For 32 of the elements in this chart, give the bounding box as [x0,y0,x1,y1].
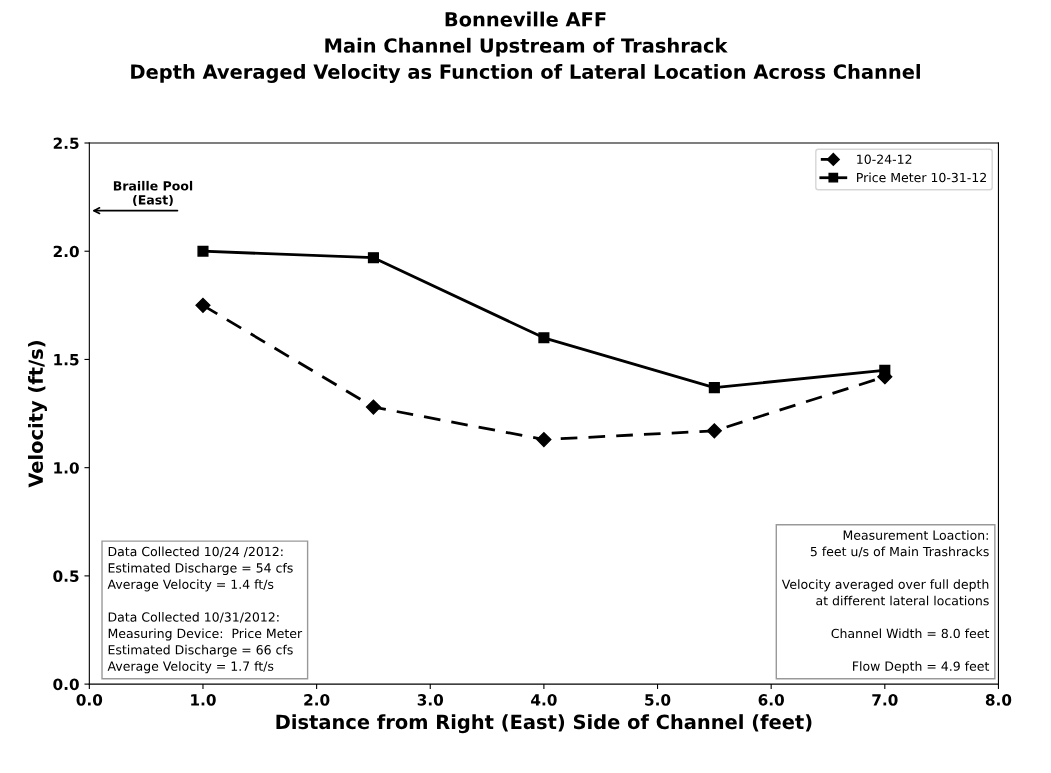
text: Data Collected 10/24 /2012: Estimated Discharge = 54 cfs Average Velocity = 1.4 ft/s Data Collected 10/31/2012: Measuring Device: Price Meter Estimated Discharge = 66 cfs Average Velocity = 1.7 ft/s [107,546,303,674]
y-tick-label: 1.0 [54,462,79,474]
legend-label: 10-24-12 [857,154,912,164]
point [195,297,211,313]
x-tick-label: 6.0 [758,694,784,706]
y-tick-label: 0.5 [53,570,79,582]
y-tick-label: 2.0 [53,245,79,258]
point [708,382,720,394]
text: Measurement Loaction: 5 feet u/s of Main Trashracks Velocity averaged over full depth at different lateral locations Channel Width = 8.0 feet Flow Depth = 4.9 feet [781,530,990,674]
x-tick-label: 4.0 [531,694,557,706]
point [365,399,382,415]
x-tick-label: 2.0 [304,694,330,706]
chart-title: Bonneville AFF Main Channel Upstream of Trashrack Depth Averaged Velocity as Function of Lateral Location Across Channel [131,11,920,83]
x-axis-title: Distance from Right (East) Side of Channel (feet) [276,714,812,734]
x-tick-label: 1.0 [191,694,216,706]
y-tick-label: 1.5 [54,354,79,366]
point [197,245,209,257]
legend-label: Price Meter 10-31-12 [857,172,986,183]
x-tick-label: 8.0 [985,694,1012,706]
point [706,423,722,439]
annotation: Braille Pool (East) [113,180,193,207]
x-tick-label: 3.0 [417,694,444,706]
y-tick-label: 0.0 [53,678,79,691]
x-tick-label: 7.0 [872,694,898,706]
point [538,332,550,344]
x-tick-label: 0.0 [76,694,103,706]
y-tick-label: 2.5 [53,137,79,150]
point [879,364,891,376]
x-tick-label: 5.0 [645,694,671,706]
point [536,431,552,448]
point [367,252,379,264]
y-axis-title: Velocity (ft/s) [28,341,47,488]
